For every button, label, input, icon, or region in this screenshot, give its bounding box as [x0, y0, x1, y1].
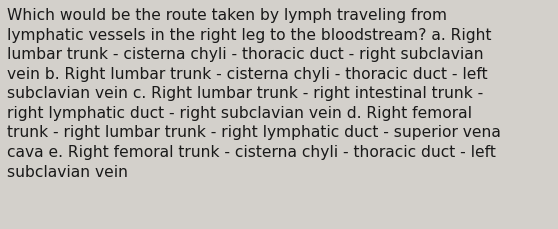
- Text: Which would be the route taken by lymph traveling from
lymphatic vessels in the : Which would be the route taken by lymph …: [7, 8, 501, 179]
